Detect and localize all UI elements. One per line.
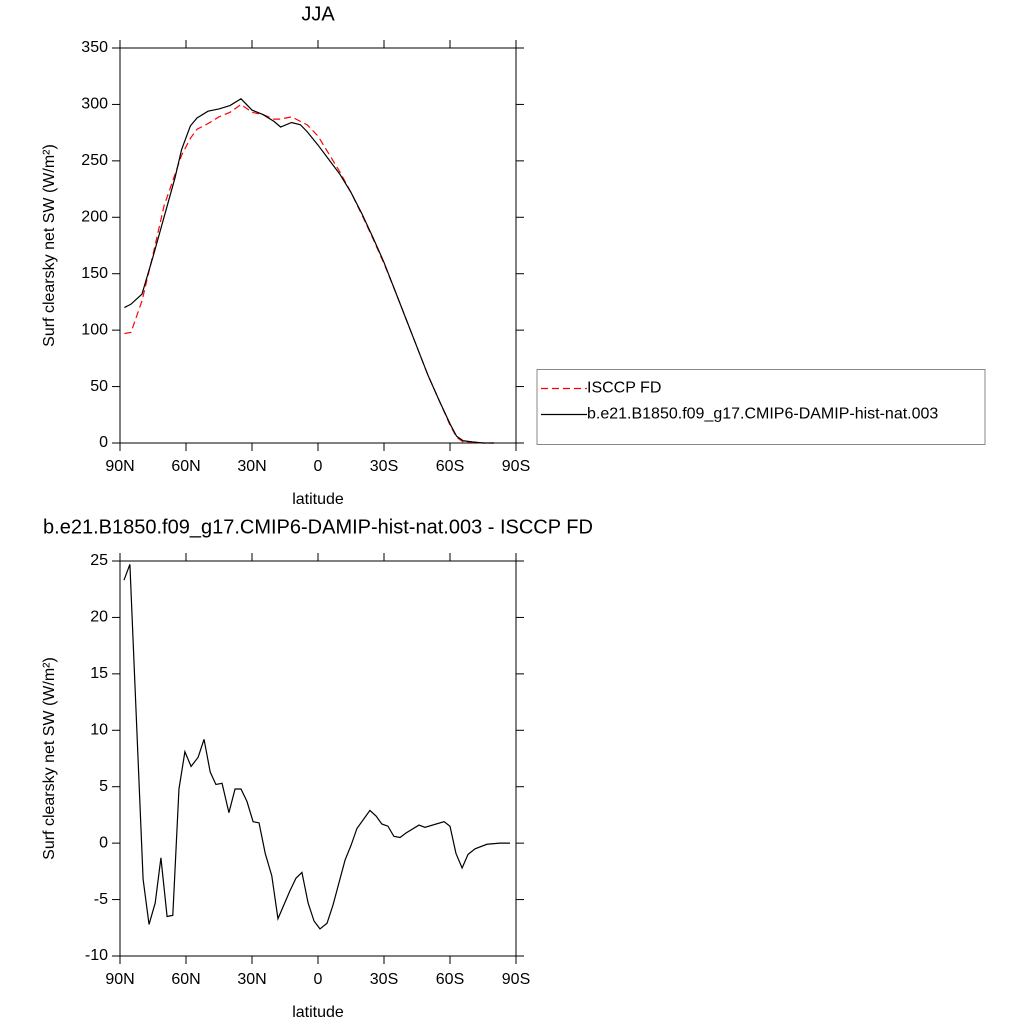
y-tick-label: -5: [94, 891, 108, 908]
data-line: [124, 98, 494, 444]
x-tick-label: 0: [314, 458, 323, 475]
chart-title: b.e21.B1850.f09_g17.CMIP6-DAMIP-hist-nat…: [43, 516, 593, 538]
y-tick-label: 350: [81, 39, 108, 56]
y-tick-label: 15: [90, 665, 108, 682]
x-tick-label: 90N: [105, 458, 134, 475]
x-tick-label: 90N: [105, 971, 134, 988]
x-tick-label: 60N: [171, 458, 200, 475]
x-tick-label: 30N: [237, 971, 266, 988]
y-tick-label: 200: [81, 209, 108, 226]
legend-box: [536, 369, 986, 445]
y-tick-label: -10: [85, 947, 108, 964]
x-tick-label: 90S: [502, 458, 530, 475]
x-tick-label: 60S: [436, 458, 464, 475]
plot-frame: [119, 47, 517, 444]
x-tick-label: 30N: [237, 458, 266, 475]
y-tick-label: 20: [90, 609, 108, 626]
y-tick-label: 10: [90, 722, 108, 739]
legend-label: ISCCP FD: [587, 380, 661, 397]
x-tick-label: 30S: [370, 458, 398, 475]
y-tick-label: 250: [81, 152, 108, 169]
x-tick-label: 90S: [502, 971, 530, 988]
data-line: [123, 564, 511, 930]
x-tick-label: 30S: [370, 971, 398, 988]
y-tick-label: 0: [99, 834, 108, 851]
chart-title: JJA: [301, 3, 335, 25]
x-tick-label: 60S: [436, 971, 464, 988]
y-axis-label: Surf clearsky net SW (W/m²): [41, 144, 58, 347]
plot-frame: [119, 560, 517, 957]
y-tick-label: 0: [99, 434, 108, 451]
x-axis-label: latitude: [292, 491, 344, 508]
y-tick-label: 300: [81, 96, 108, 113]
y-tick-label: 150: [81, 265, 108, 282]
y-axis-label: Surf clearsky net SW (W/m²): [41, 657, 58, 860]
y-tick-label: 25: [90, 552, 108, 569]
y-tick-label: 5: [99, 778, 108, 795]
x-tick-label: 0: [314, 971, 323, 988]
x-axis-label: latitude: [292, 1004, 344, 1021]
y-tick-label: 100: [81, 321, 108, 338]
y-tick-label: 50: [90, 378, 108, 395]
x-tick-label: 60N: [171, 971, 200, 988]
legend-label: b.e21.B1850.f09_g17.CMIP6-DAMIP-hist-nat…: [587, 406, 938, 423]
